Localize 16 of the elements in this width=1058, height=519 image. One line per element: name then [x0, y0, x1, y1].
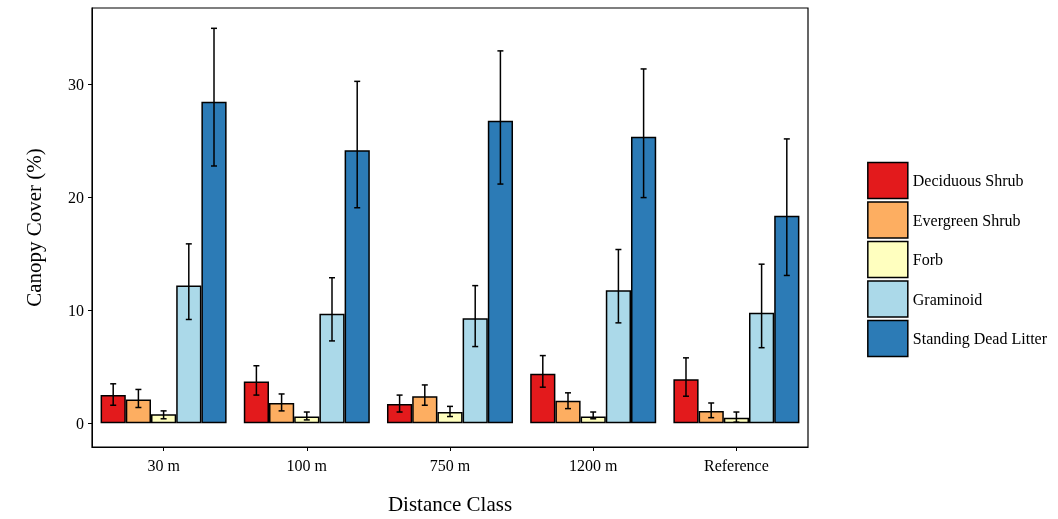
legend-label: Evergreen Shrub — [912, 211, 1021, 230]
x-tick-label: Reference — [703, 456, 769, 474]
x-tick-label: 100 m — [286, 456, 328, 474]
legend-label: Forb — [912, 251, 944, 268]
x-tick-label: 750 m — [429, 456, 471, 474]
y-tick-label: 0 — [76, 414, 84, 432]
x-tick-label: 1200 m — [568, 456, 618, 474]
y-axis-title: Canopy Cover (%) — [21, 148, 46, 307]
y-tick-label: 30 — [68, 76, 84, 94]
y-tick-label: 20 — [68, 189, 84, 207]
legend-label: Standing Dead Litter — [912, 330, 1048, 348]
x-tick-label: 30 m — [147, 456, 181, 474]
x-axis-title: Distance Class — [387, 491, 513, 516]
y-tick-label: 10 — [68, 301, 84, 319]
legend-label: Deciduous Shrub — [912, 172, 1024, 189]
legend-label: Graminoid — [912, 290, 983, 308]
